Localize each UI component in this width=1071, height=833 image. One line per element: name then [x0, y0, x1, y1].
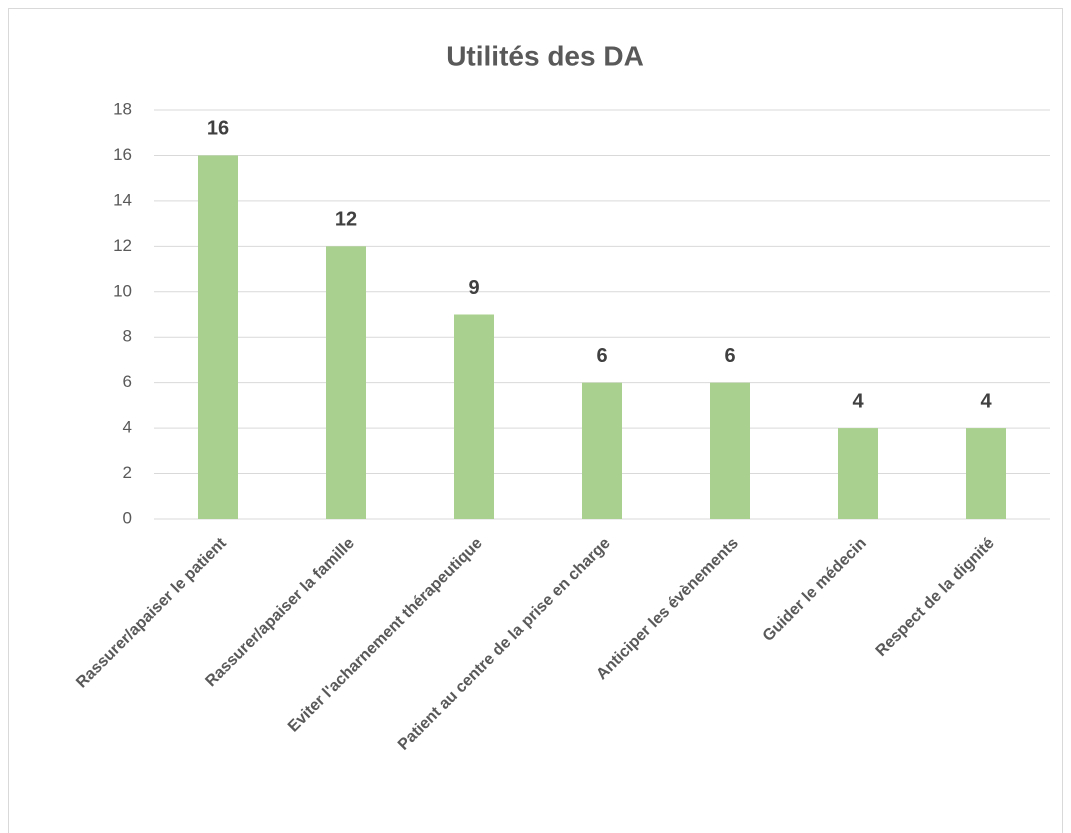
- bar: [198, 155, 238, 519]
- bar: [454, 314, 494, 519]
- y-tick-label: 10: [113, 281, 132, 300]
- bar: [838, 428, 878, 519]
- data-label: 12: [335, 209, 357, 231]
- y-tick-label: 2: [123, 463, 132, 482]
- y-tick-label: 16: [113, 145, 132, 164]
- y-tick-label: 18: [113, 99, 132, 118]
- data-label: 4: [980, 390, 992, 412]
- chart-title: Utilités des DA: [446, 40, 644, 71]
- y-tick-label: 14: [113, 190, 132, 209]
- y-tick-label: 0: [123, 508, 132, 527]
- data-label: 9: [468, 277, 479, 299]
- y-tick-label: 12: [113, 236, 132, 255]
- data-label: 6: [596, 345, 607, 367]
- y-tick-label: 4: [123, 418, 132, 437]
- data-label: 4: [852, 390, 864, 412]
- y-tick-label: 6: [123, 372, 132, 391]
- data-label: 16: [207, 118, 229, 140]
- chart-border: [8, 8, 1063, 833]
- data-label: 6: [724, 345, 735, 367]
- bar: [582, 382, 622, 519]
- bar: [326, 246, 366, 520]
- y-tick-label: 8: [123, 327, 132, 346]
- bar: [710, 382, 750, 519]
- bar: [966, 428, 1006, 519]
